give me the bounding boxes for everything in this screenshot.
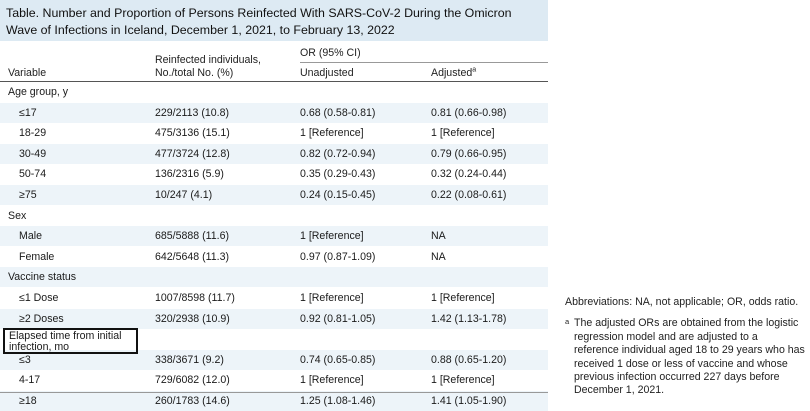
adjusted-or-cell: 0.32 (0.24-0.44) — [431, 168, 507, 181]
adjusted-or-cell: NA — [431, 230, 446, 243]
variable-cell: ≥18 — [19, 395, 37, 407]
adjusted-or-cell: 0.22 (0.08-0.61) — [431, 189, 507, 201]
unadjusted-or-cell: 0.92 (0.81-1.05) — [300, 312, 376, 325]
unadjusted-or-cell: 0.24 (0.15-0.45) — [300, 189, 376, 201]
table-row: ≥18 260/1783 (14.6) 1.25 (1.08-1.46) 1.41 (… — [0, 391, 548, 411]
adjusted-or-cell: 0.81 (0.66-0.98) — [431, 106, 507, 119]
reinfected-cell: 729/6082 (12.0) — [155, 374, 230, 387]
unadjusted-or-cell: 0.82 (0.72-0.94) — [300, 147, 376, 160]
header-variable: Variable — [8, 67, 47, 79]
adjusted-or-cell: 0.79 (0.66-0.95) — [431, 147, 507, 160]
reinfected-cell: 136/2316 (5.9) — [155, 168, 224, 181]
unadjusted-or-cell: 1.25 (1.08-1.46) — [300, 395, 376, 407]
highlighted-group-label: Elapsed time from initial infection, mo — [3, 328, 138, 355]
footnote-text: The adjusted ORs are obtained from the l… — [574, 317, 805, 397]
variable-cell: 18-29 — [19, 127, 47, 140]
table-row: ≥2 Doses 320/2938 (10.9) 0.92 (0.81-1.05) 1… — [0, 308, 548, 329]
variable-cell: ≤3 — [19, 353, 31, 366]
unadjusted-or-cell: 1 [Reference] — [300, 374, 364, 387]
abbreviations-note: Abbreviations: NA, not applicable; OR, o… — [565, 296, 799, 308]
adjusted-or-cell: 0.88 (0.65-1.20) — [431, 353, 507, 366]
group-label: Vaccine status — [8, 271, 77, 284]
group-row: Age group, y — [0, 82, 548, 102]
header-reinfected: Reinfected individuals, No./total No. (%… — [155, 54, 261, 79]
reinfected-cell: 10/247 (4.1) — [155, 189, 213, 201]
variable-cell: 30-49 — [19, 147, 47, 160]
table-notes: Abbreviations: NA, not applicable; OR, o… — [565, 296, 805, 398]
variable-cell: ≥75 — [19, 189, 37, 201]
adjusted-or-cell: 1 [Reference] — [431, 374, 495, 387]
unadjusted-or-cell: 0.97 (0.87-1.09) — [300, 250, 376, 263]
header-or-group: OR (95% CI) — [300, 47, 361, 59]
table-row: ≤3 338/3671 (9.2) 0.74 (0.65-0.85) 0.88 (0.… — [0, 349, 548, 370]
variable-cell: 4-17 — [19, 374, 41, 387]
variable-cell: 50-74 — [19, 168, 47, 181]
adjusted-or-cell: 1.42 (1.13-1.78) — [431, 312, 507, 325]
header-unadjusted: Unadjusted — [300, 67, 354, 79]
reinfected-cell: 229/2113 (10.8) — [155, 106, 230, 119]
header-adjusted-footnote-mark: a — [472, 66, 477, 74]
reinfected-cell: 1007/8598 (11.7) — [155, 292, 235, 304]
group-row: Vaccine status — [0, 267, 548, 288]
reinfected-cell: 685/5888 (11.6) — [155, 230, 230, 243]
unadjusted-or-cell: 1 [Reference] — [300, 230, 364, 243]
table-row: Male 685/5888 (11.6) 1 [Reference] NA — [0, 226, 548, 247]
header-adjusted: Adjusteda — [431, 66, 477, 80]
adjusted-or-cell: NA — [431, 250, 446, 263]
bottom-rule — [0, 392, 548, 393]
variable-cell: ≤17 — [19, 106, 37, 119]
unadjusted-or-cell: 0.35 (0.29-0.43) — [300, 168, 376, 181]
table-row: 18-29 475/3136 (15.1) 1 [Reference] 1 [Refe… — [0, 123, 548, 143]
footnote-mark: a — [565, 317, 570, 327]
footnote: a The adjusted ORs are obtained from the … — [565, 317, 805, 397]
table-row: ≤1 Dose 1007/8598 (11.7) 1 [Reference] 1 [R… — [0, 288, 548, 308]
unadjusted-or-cell: 1 [Reference] — [300, 292, 364, 304]
unadjusted-or-cell: 0.74 (0.65-0.85) — [300, 353, 376, 366]
group-label: Sex — [8, 209, 27, 222]
header-rule — [0, 81, 548, 82]
unadjusted-or-cell: 1 [Reference] — [300, 127, 364, 140]
table-title: Table. Number and Proportion of Persons … — [0, 0, 548, 41]
group-label: Age group, y — [8, 86, 69, 98]
header-adjusted-label: Adjusted — [431, 67, 473, 79]
table-row: 50-74 136/2316 (5.9) 0.35 (0.29-0.43) 0.32 … — [0, 164, 548, 184]
table-row: Female 642/5648 (11.3) 0.97 (0.87-1.09) NA — [0, 247, 548, 267]
table-row: 30-49 477/3724 (12.8) 0.82 (0.72-0.94) 0.79… — [0, 143, 548, 164]
unadjusted-or-cell: 0.68 (0.58-0.81) — [300, 106, 376, 119]
reinfected-cell: 320/2938 (10.9) — [155, 312, 230, 325]
group-row: Sex — [0, 206, 548, 226]
variable-cell: Female — [19, 250, 55, 263]
table-row: 4-17 729/6082 (12.0) 1 [Reference] 1 [Refer… — [0, 370, 548, 390]
table-row: ≤17 229/2113 (10.8) 0.68 (0.58-0.81) 0.81 (… — [0, 102, 548, 123]
reinfected-cell: 260/1783 (14.6) — [155, 395, 230, 407]
variable-cell: Male — [19, 230, 42, 243]
adjusted-or-cell: 1 [Reference] — [431, 292, 495, 304]
adjusted-or-cell: 1.41 (1.05-1.90) — [431, 395, 507, 407]
reinfected-cell: 642/5648 (11.3) — [155, 250, 230, 263]
variable-cell: ≥2 Doses — [19, 312, 64, 325]
variable-cell: ≤1 Dose — [19, 292, 59, 304]
or-group-rule — [300, 62, 548, 63]
adjusted-or-cell: 1 [Reference] — [431, 127, 495, 140]
reinfected-cell: 477/3724 (12.8) — [155, 147, 230, 160]
reinfected-cell: 338/3671 (9.2) — [155, 353, 224, 366]
table-row: ≥75 10/247 (4.1) 0.24 (0.15-0.45) 0.22 (0.0… — [0, 185, 548, 205]
reinfected-cell: 475/3136 (15.1) — [155, 127, 230, 140]
